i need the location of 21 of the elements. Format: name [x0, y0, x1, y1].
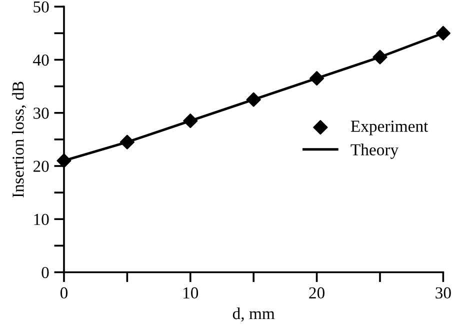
point [246, 92, 261, 107]
legend-label: Theory [350, 144, 399, 159]
legend-label: Experiment [350, 120, 428, 136]
x-tick-label: 20 [309, 287, 324, 299]
x-axis-title: d, mm [232, 307, 275, 322]
point [56, 153, 72, 168]
y-tick-label: 10 [34, 214, 49, 226]
point [310, 71, 324, 86]
point [183, 114, 198, 128]
y-tick-label: 40 [33, 54, 49, 66]
x-tick-label: 10 [184, 287, 198, 299]
x-tick-label: 0 [60, 287, 68, 299]
point [436, 26, 450, 40]
point [372, 50, 388, 64]
x-tick-label: 30 [436, 287, 451, 299]
y-tick-label: 20 [33, 160, 49, 172]
point [120, 134, 134, 150]
y-tick-label: 0 [42, 266, 49, 278]
y-tick-label: 50 [34, 1, 49, 13]
y-tick-label: 30 [34, 108, 49, 119]
y-axis-title: Insertion loss, dB [12, 82, 26, 198]
